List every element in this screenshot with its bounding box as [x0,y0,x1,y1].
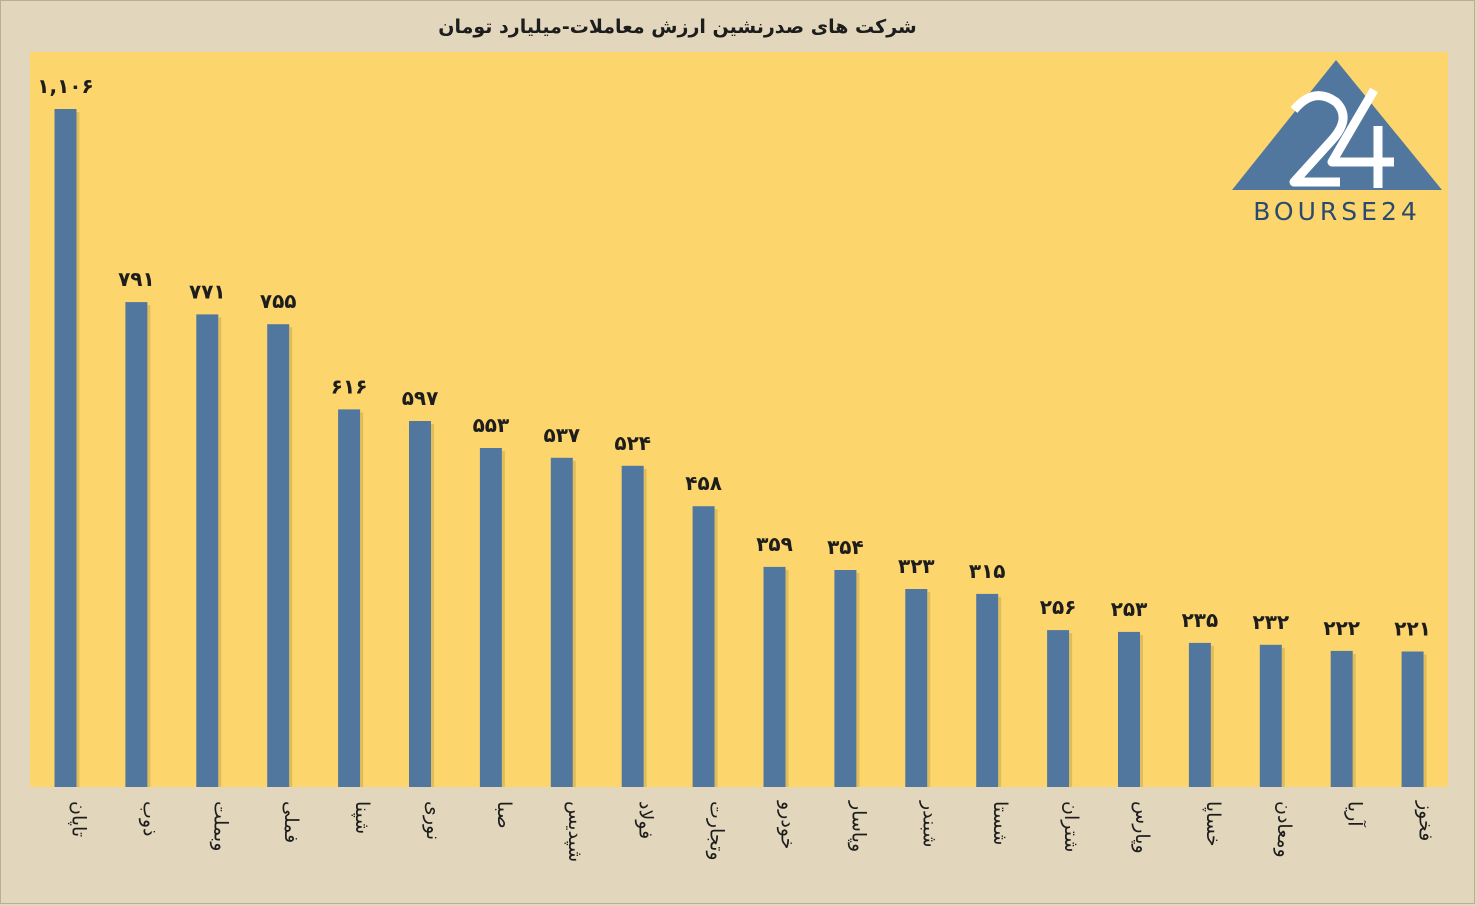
data-label-3: ۷۷۱ [189,279,226,303]
bar-shadow-14 [998,596,1002,787]
data-label-9: ۵۲۴ [614,431,651,455]
bar-13 [905,589,928,787]
bar-10 [692,506,715,787]
data-label-5: ۶۱۶ [331,374,368,398]
tick-label-11: خودرو [777,800,799,849]
bourse24-logo [1232,60,1442,190]
tick-label-1: تاپان [68,801,90,837]
bar-7 [479,448,502,787]
bar-shadow-13 [927,592,931,787]
bar-shadow-16 [1140,634,1143,787]
chart-title: شرکت های صدرنشین ارزش معاملات-میلیارد تو… [438,16,917,38]
tick-label-7: صبا [493,801,515,829]
bar-16 [1118,631,1140,787]
bar-5 [338,409,361,787]
data-label-2: ۷۹۱ [118,267,155,291]
bar-12 [834,570,857,787]
tick-label-15: شتران [1060,801,1082,852]
tick-label-19: آریا [1344,801,1368,827]
bar-6 [409,421,431,787]
tick-label-14: شستا [989,801,1011,845]
bar-18 [1259,644,1282,787]
bar-1 [54,109,77,787]
bar-2 [125,302,148,787]
bar-shadow-17 [1210,645,1214,787]
tick-label-5: شپنا [351,801,373,834]
tick-label-16: وپارس [1131,801,1153,854]
data-label-11: ۳۵۹ [756,532,793,556]
bar-shadow-3 [218,317,222,787]
bar-shadow-19 [1352,653,1356,787]
bar-shadow-2 [147,305,151,787]
tick-label-10: وتجارت [706,801,728,861]
bar-shadow-11 [785,569,789,787]
bar-11 [763,566,786,787]
bar-20 [1401,651,1424,787]
tick-label-8: شپدیس [564,801,586,862]
bar-shadow-7 [501,451,505,787]
bar-14 [976,593,999,787]
logo-digit-4 [1327,87,1394,188]
bar-shadow-10 [714,509,718,787]
data-label-7: ۵۵۳ [473,413,510,437]
bar-shadow-12 [856,573,860,787]
data-label-10: ۴۵۸ [685,471,722,495]
logo-text: BOURSE24 [1253,197,1421,226]
bar-shadow-9 [643,468,647,787]
tick-label-2: ذوب [138,801,160,837]
bar-8 [550,457,573,787]
bar-shadow-8 [572,460,576,787]
bar-shadow-4 [289,327,293,787]
data-label-14: ۳۱۵ [969,559,1006,583]
data-label-18: ۲۳۲ [1252,610,1289,634]
data-label-19: ۲۲۲ [1323,616,1360,640]
data-label-20: ۲۲۱ [1394,617,1431,641]
data-label-8: ۵۳۷ [543,423,580,447]
tick-label-18: ومعادن [1273,801,1295,858]
tick-label-20: فخوز [1415,800,1437,841]
tick-label-13: شبندر [918,800,940,848]
bar-shadow-18 [1281,647,1285,787]
bar-15 [1047,630,1070,787]
data-label-16: ۲۵۳ [1111,597,1148,621]
bar-shadow-15 [1069,633,1073,787]
tick-label-3: وبملت [209,801,231,851]
tick-label-17: خساپا [1202,801,1224,847]
bar-shadow-1 [76,112,80,787]
data-label-17: ۲۳۵ [1182,608,1219,632]
tick-label-6: نوری [422,801,444,840]
data-label-1: ۱,۱۰۶ [37,74,93,98]
bar-17 [1188,642,1211,787]
tick-label-9: فولاد [635,801,657,839]
logo-digit-2 [1289,91,1348,187]
data-label-12: ۳۵۴ [827,535,864,559]
data-label-15: ۲۵۶ [1040,595,1077,619]
bar-3 [196,314,219,787]
data-label-13: ۳۲۳ [898,554,935,578]
bar-4 [267,324,290,787]
bar-shadow-5 [360,412,364,787]
data-label-4: ۷۵۵ [260,289,297,313]
bar-19 [1330,650,1353,787]
tick-label-4: فملی [280,801,302,843]
tick-label-12: وپاسار [847,800,869,852]
bar-9 [621,465,644,787]
bar-shadow-20 [1423,654,1427,787]
data-label-6: ۵۹۷ [402,386,439,410]
bar-shadow-6 [431,424,434,787]
